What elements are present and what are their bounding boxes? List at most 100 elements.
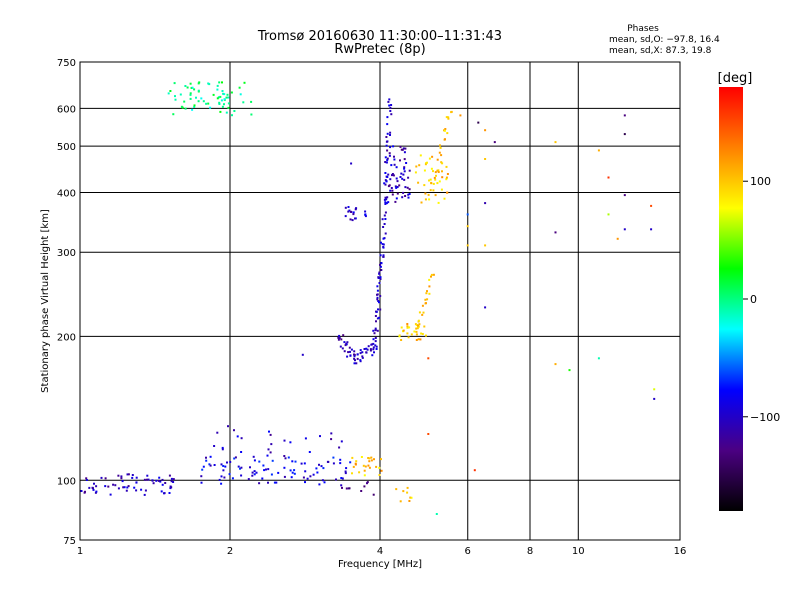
data-point xyxy=(653,397,656,400)
data-point xyxy=(420,332,423,335)
data-point xyxy=(426,290,428,293)
data-point xyxy=(384,218,387,220)
data-point xyxy=(368,457,371,460)
data-point xyxy=(168,474,171,477)
data-point xyxy=(277,471,280,474)
data-point xyxy=(414,171,417,174)
data-point xyxy=(379,263,381,266)
data-point xyxy=(133,486,136,489)
data-point xyxy=(623,114,626,117)
data-point xyxy=(345,467,348,470)
colorbar-tick-label: 100 xyxy=(750,175,771,188)
data-point xyxy=(283,455,286,457)
data-point xyxy=(403,151,406,154)
data-point xyxy=(352,211,355,214)
data-point xyxy=(144,489,147,492)
data-point xyxy=(419,338,422,341)
data-point xyxy=(385,140,388,143)
data-point xyxy=(386,157,389,160)
data-point xyxy=(126,473,129,476)
data-point xyxy=(231,477,234,480)
data-point xyxy=(250,100,253,103)
data-point xyxy=(221,448,224,451)
data-point xyxy=(341,486,343,489)
data-point xyxy=(386,116,389,119)
data-point xyxy=(233,429,235,432)
data-point xyxy=(372,329,375,332)
data-point xyxy=(388,104,391,107)
data-point xyxy=(339,462,342,465)
data-point xyxy=(377,300,380,302)
data-point xyxy=(337,336,340,339)
data-point xyxy=(406,326,409,329)
data-point xyxy=(283,466,286,469)
data-point xyxy=(406,486,409,489)
grid-lines xyxy=(80,62,680,540)
data-point xyxy=(304,470,307,473)
data-point xyxy=(440,154,443,157)
data-point xyxy=(607,213,610,216)
data-point xyxy=(258,482,261,485)
data-point xyxy=(341,347,344,350)
data-point xyxy=(240,466,243,469)
data-point xyxy=(390,113,393,116)
data-point xyxy=(222,469,225,472)
data-point xyxy=(309,475,312,478)
data-point xyxy=(258,460,261,463)
data-point xyxy=(484,202,487,205)
data-point xyxy=(377,276,380,279)
data-point xyxy=(382,243,385,246)
colorbar-label: [deg] xyxy=(718,71,753,86)
data-point xyxy=(265,468,267,471)
data-point xyxy=(223,476,226,479)
data-point xyxy=(344,215,347,218)
data-point xyxy=(205,102,208,105)
data-point xyxy=(424,192,427,195)
data-point xyxy=(346,355,349,358)
data-point xyxy=(374,337,377,339)
data-point xyxy=(193,88,196,91)
data-point xyxy=(429,189,432,192)
data-point xyxy=(289,441,292,444)
data-point xyxy=(359,360,362,363)
data-point xyxy=(373,351,375,354)
data-point xyxy=(374,340,377,343)
x-tick-label: 16 xyxy=(674,546,687,557)
data-point xyxy=(401,177,404,180)
data-point xyxy=(339,458,342,461)
data-point xyxy=(92,488,95,491)
data-point xyxy=(127,485,130,488)
data-point xyxy=(408,193,411,195)
data-point xyxy=(301,353,304,356)
data-point xyxy=(189,93,192,96)
data-point xyxy=(273,481,276,484)
data-point xyxy=(217,96,220,99)
data-point xyxy=(554,363,557,366)
data-point xyxy=(447,117,450,120)
data-point xyxy=(163,492,165,495)
data-point xyxy=(386,123,389,126)
data-point xyxy=(382,246,385,249)
data-point xyxy=(424,198,427,201)
data-point xyxy=(389,134,391,136)
data-point xyxy=(368,466,371,469)
data-point xyxy=(218,101,221,104)
data-point xyxy=(445,165,448,168)
data-point xyxy=(389,131,392,134)
data-point xyxy=(373,332,376,335)
data-point xyxy=(400,172,403,175)
data-point xyxy=(623,133,626,136)
y-tick-label: 100 xyxy=(57,476,76,487)
data-point xyxy=(425,302,427,305)
data-point xyxy=(384,211,387,214)
data-point xyxy=(444,128,447,130)
data-point xyxy=(218,81,221,84)
data-point xyxy=(484,244,487,247)
data-point xyxy=(374,329,377,332)
data-point xyxy=(300,462,303,465)
data-point xyxy=(112,483,115,486)
data-point xyxy=(417,324,419,327)
plot-frame xyxy=(79,61,681,541)
data-point xyxy=(410,333,413,336)
